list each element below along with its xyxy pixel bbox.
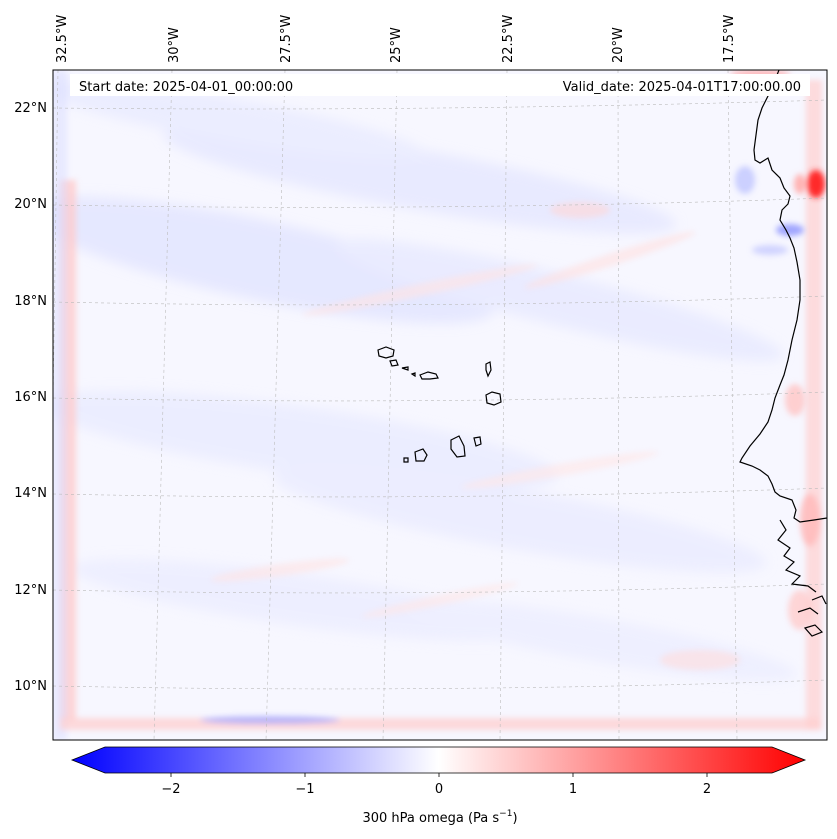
header-box [70, 74, 810, 96]
lat-label-10n: 10°N [14, 679, 47, 694]
lon-label-17-5w: 17.5°W [722, 15, 737, 63]
lon-label-30w: 30°W [167, 27, 182, 63]
lat-label-22n: 22°N [14, 101, 47, 116]
lat-label-16n: 16°N [14, 390, 47, 405]
latitude-labels: 22°N 20°N 18°N 16°N 14°N 12°N 10°N [14, 101, 47, 694]
colorbar-tick-label: 0 [435, 782, 443, 797]
colorbar-tick-label: 1 [569, 782, 577, 797]
map-panel: Start date: 2025-04-01_00:00:00 Valid_da… [14, 15, 828, 741]
lon-label-22-5w: 22.5°W [501, 15, 516, 63]
cape-verde-islands [377, 346, 502, 463]
valid-date-label: Valid_date: 2025-04-01T17:00:00.00 [563, 80, 801, 95]
start-date-label: Start date: 2025-04-01_00:00:00 [79, 80, 293, 95]
colorbar-ticks [170, 773, 708, 777]
lat-label-18n: 18°N [14, 294, 47, 309]
lon-label-27-5w: 27.5°W [279, 15, 294, 63]
gridlines [53, 70, 827, 740]
lon-label-25w: 25°W [389, 27, 404, 63]
coastline [739, 70, 827, 637]
lon-label-20w: 20°W [611, 27, 626, 63]
colorbar-tick-label: −1 [295, 782, 314, 797]
colorbar: −2 −1 0 1 2 300 hPa omega (Pa s−1) [70, 746, 807, 826]
lon-label-32-5w: 32.5°W [55, 15, 70, 63]
omega-field [53, 70, 827, 740]
colorbar-label-close: ) [512, 811, 517, 826]
lat-label-20n: 20°N [14, 197, 47, 212]
colorbar-label-main: 300 hPa omega (Pa s [362, 811, 499, 826]
colorbar-label-exponent: −1 [499, 809, 512, 819]
colorbar-tick-label: 2 [703, 782, 711, 797]
colorbar-label: 300 hPa omega (Pa s−1) [362, 809, 517, 826]
lat-label-12n: 12°N [14, 583, 47, 598]
lat-label-14n: 14°N [14, 486, 47, 501]
longitude-labels: 32.5°W 30°W 27.5°W 25°W 22.5°W 20°W 17.5… [55, 15, 737, 63]
map-frame [52, 69, 828, 741]
colorbar-body [70, 746, 807, 774]
colorbar-tick-label: −2 [161, 782, 180, 797]
